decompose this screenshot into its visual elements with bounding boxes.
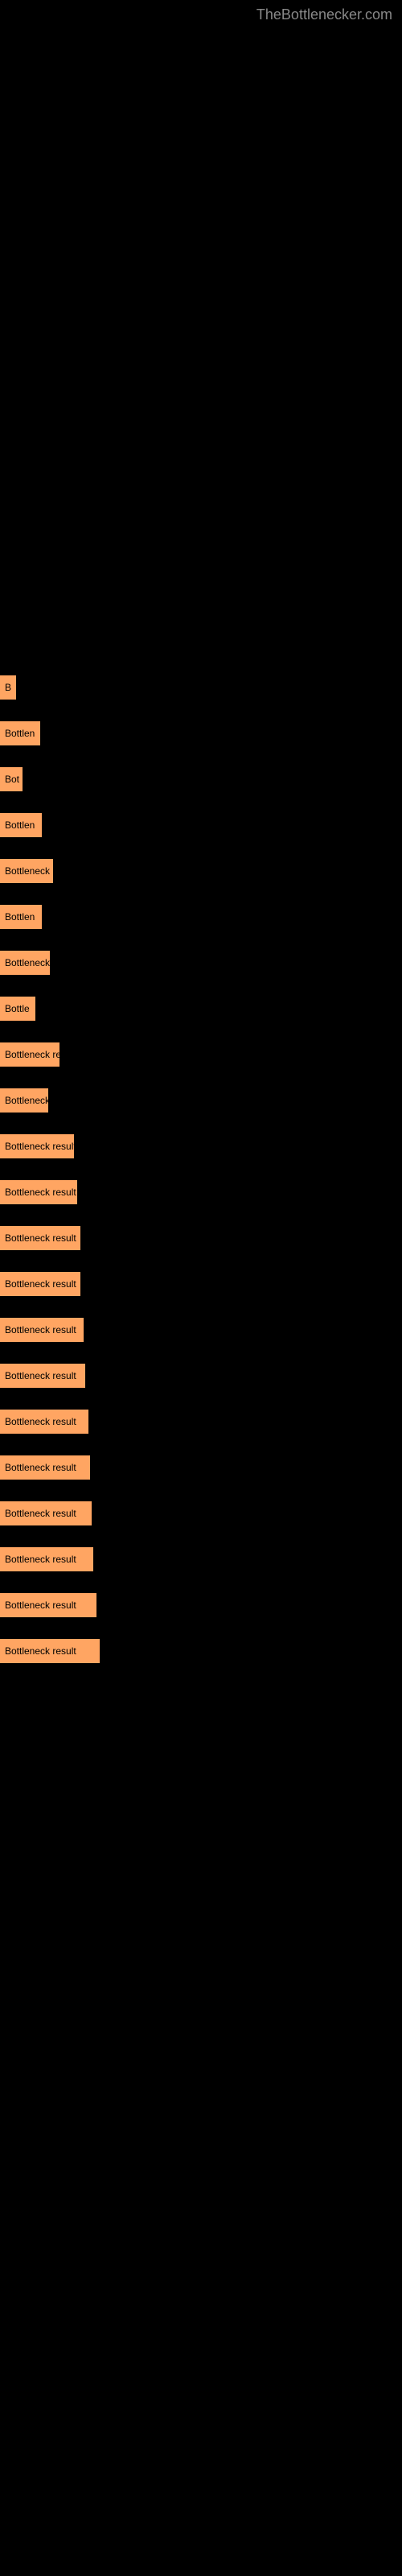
chart-bar: Bot xyxy=(0,767,23,791)
chart-bar: Bottleneck result xyxy=(0,1501,92,1525)
chart-bar: B xyxy=(0,675,16,700)
bar-row: Bottlen xyxy=(0,905,402,933)
chart-bar: Bottlen xyxy=(0,905,42,929)
bar-row: Bottleneck result xyxy=(0,1547,402,1575)
chart-bar: Bottlen xyxy=(0,721,40,745)
chart-bar: Bottleneck result xyxy=(0,1364,85,1388)
chart-bar: Bottleneck xyxy=(0,951,50,975)
chart-bar: Bottleneck result xyxy=(0,1455,90,1480)
site-header: TheBottlenecker.com xyxy=(0,0,402,23)
chart-bar: Bottleneck result xyxy=(0,1547,93,1571)
bar-row: Bottleneck re xyxy=(0,1042,402,1071)
chart-bar: Bottleneck result xyxy=(0,1639,100,1663)
bar-row: Bottleneck result xyxy=(0,1272,402,1300)
bar-row: Bottle xyxy=(0,997,402,1025)
bar-row: Bottleneck result xyxy=(0,1318,402,1346)
chart-bar: Bottleneck result xyxy=(0,1226,80,1250)
bar-chart: B Bottlen Bot Bottlen Bottleneck Bottlen Bottl… xyxy=(0,23,402,1667)
bar-row: Bottleneck xyxy=(0,1088,402,1117)
bar-row: Bottleneck result xyxy=(0,1639,402,1667)
bar-row: Bottleneck result xyxy=(0,1180,402,1208)
bar-row: B xyxy=(0,675,402,704)
chart-bar: Bottleneck result xyxy=(0,1272,80,1296)
chart-bar: Bottleneck result xyxy=(0,1318,84,1342)
bar-row: Bottlen xyxy=(0,721,402,749)
chart-bar: Bottleneck xyxy=(0,1088,48,1113)
bar-row: Bottleneck result xyxy=(0,1364,402,1392)
bar-row: Bottleneck result xyxy=(0,1134,402,1162)
chart-bar: Bottleneck result xyxy=(0,1180,77,1204)
bar-row: Bottlen xyxy=(0,813,402,841)
chart-bar: Bottleneck result xyxy=(0,1593,96,1617)
bar-row: Bot xyxy=(0,767,402,795)
bar-row: Bottleneck result xyxy=(0,1593,402,1621)
bar-row: Bottleneck result xyxy=(0,1226,402,1254)
chart-bar: Bottleneck re xyxy=(0,1042,59,1067)
chart-bar: Bottleneck xyxy=(0,859,53,883)
bar-row: Bottleneck result xyxy=(0,1501,402,1530)
bar-row: Bottleneck result xyxy=(0,1410,402,1438)
chart-bar: Bottleneck result xyxy=(0,1410,88,1434)
chart-bar: Bottlen xyxy=(0,813,42,837)
bar-row: Bottleneck xyxy=(0,951,402,979)
bar-row: Bottleneck result xyxy=(0,1455,402,1484)
bar-row: Bottleneck xyxy=(0,859,402,887)
chart-bar: Bottleneck result xyxy=(0,1134,74,1158)
chart-bar: Bottle xyxy=(0,997,35,1021)
